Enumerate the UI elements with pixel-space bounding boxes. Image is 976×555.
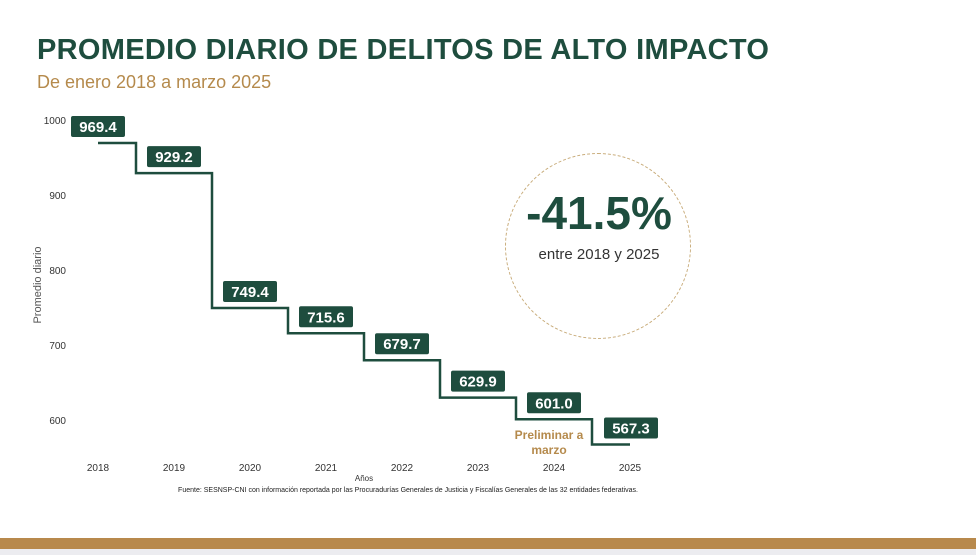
data-label: 601.0 <box>535 395 573 412</box>
data-label-box <box>299 306 353 328</box>
page-subtitle: De enero 2018 a marzo 2025 <box>37 72 272 92</box>
data-label-box <box>604 417 658 439</box>
data-label-box <box>527 392 581 414</box>
x-tick-label: 2018 <box>87 463 110 474</box>
data-label-box <box>71 115 125 137</box>
highlight-circle <box>505 153 691 339</box>
data-label: 749.4 <box>231 284 269 301</box>
data-label: 567.3 <box>612 421 650 438</box>
x-tick-label: 2022 <box>391 463 414 474</box>
data-label: 929.2 <box>155 149 193 166</box>
data-label: 679.7 <box>383 336 421 353</box>
data-label-box <box>375 333 429 355</box>
y-tick-label: 600 <box>49 416 66 427</box>
percent-caption: entre 2018 y 2025 <box>538 246 660 263</box>
footer-bar <box>0 538 976 549</box>
footer-strip <box>0 549 976 555</box>
data-label: 629.9 <box>459 374 497 391</box>
x-tick-label: 2024 <box>543 463 566 474</box>
x-tick-label: 2019 <box>163 463 186 474</box>
y-axis-label: Promedio diario <box>32 246 44 323</box>
x-axis-label: Años <box>355 474 373 483</box>
x-tick-label: 2021 <box>315 463 338 474</box>
x-tick-label: 2023 <box>467 463 490 474</box>
preliminary-note: Preliminar a <box>515 428 584 442</box>
data-label-box <box>147 146 201 168</box>
y-tick-label: 1000 <box>44 116 67 127</box>
page-title: PROMEDIO DIARIO DE DELITOS DE ALTO IMPAC… <box>37 34 770 66</box>
data-label: 715.6 <box>307 309 345 326</box>
data-label-box <box>223 280 277 302</box>
y-tick-label: 700 <box>49 341 66 352</box>
y-tick-label: 800 <box>49 266 66 277</box>
data-label-box <box>451 370 505 392</box>
preliminary-note: marzo <box>531 443 566 457</box>
source-note: Fuente: SESNSP-CNI con información repor… <box>178 487 638 494</box>
y-tick-label: 900 <box>49 191 66 202</box>
x-tick-label: 2025 <box>619 463 642 474</box>
percent-change: -41.5% <box>526 187 672 239</box>
x-tick-label: 2020 <box>239 463 262 474</box>
step-line <box>98 141 630 446</box>
data-label: 969.4 <box>79 119 117 136</box>
